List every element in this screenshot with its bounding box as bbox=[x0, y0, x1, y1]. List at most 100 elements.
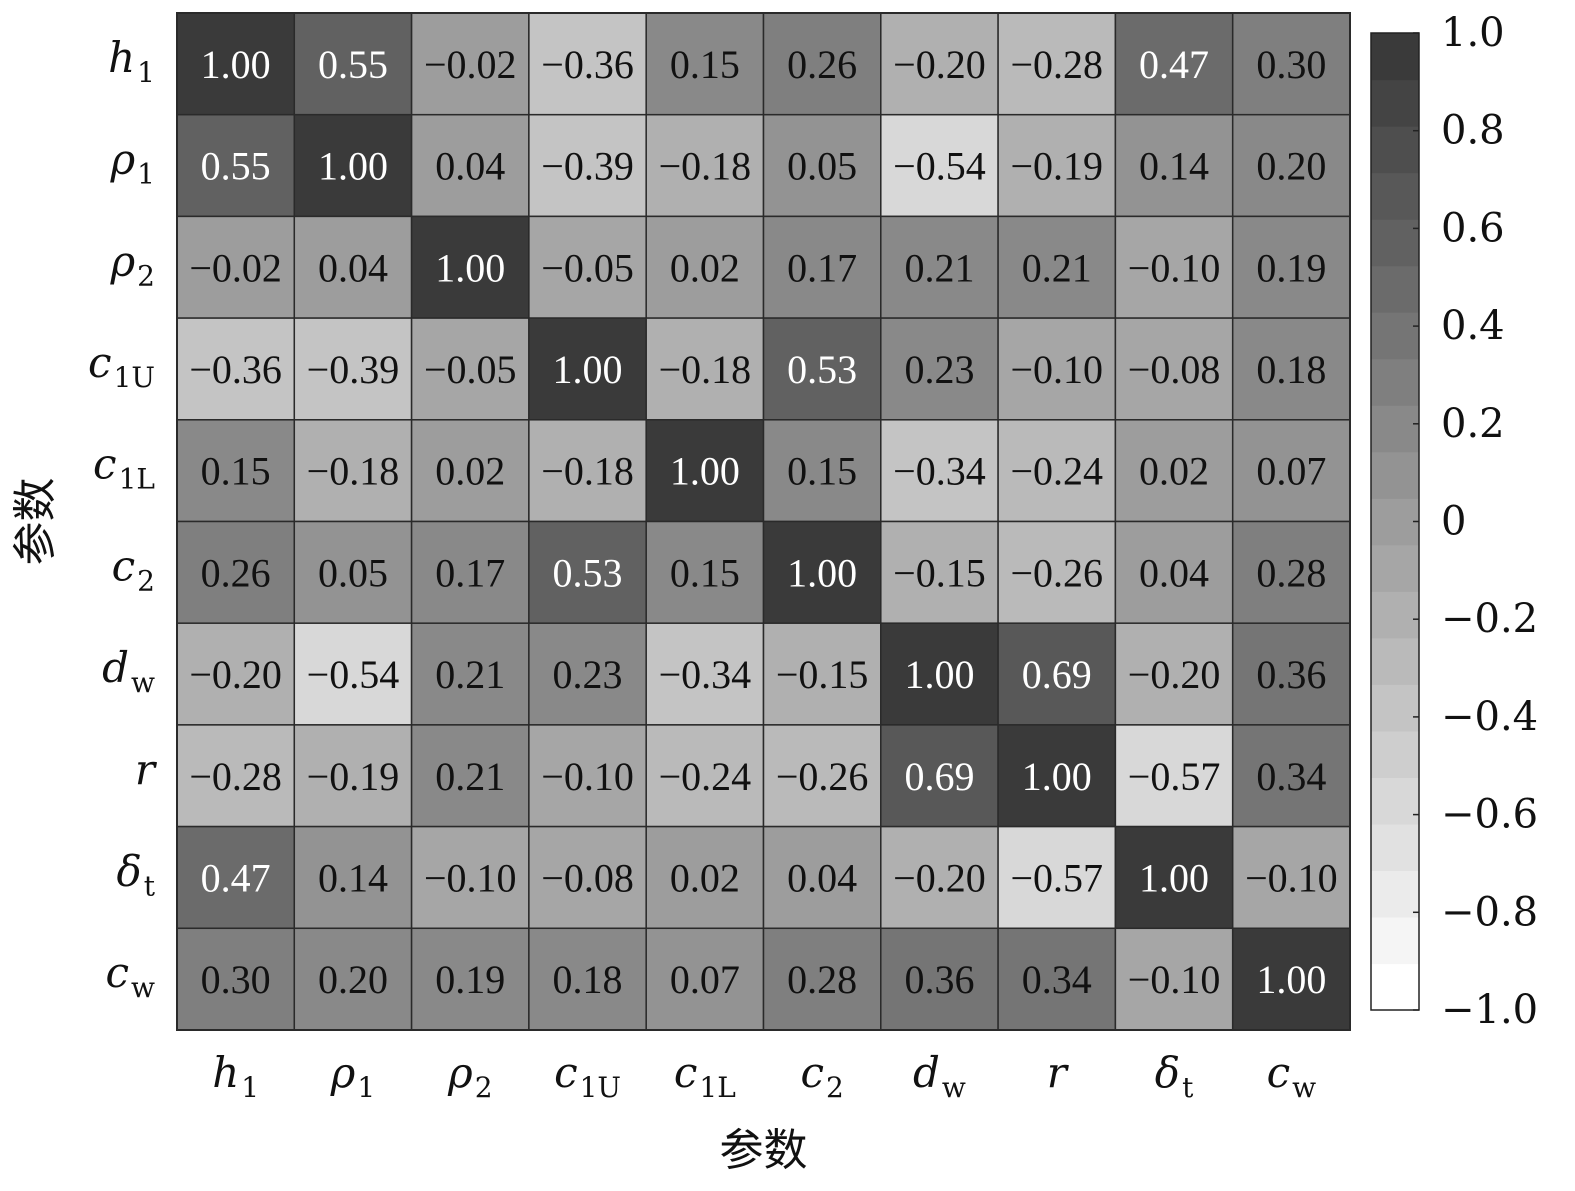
cell-value-label: −0.18 bbox=[541, 449, 634, 494]
cell-value-label: 0.34 bbox=[1022, 957, 1092, 1002]
cell-value-label: 0.04 bbox=[435, 144, 505, 189]
heatmap-cell bbox=[410, 520, 530, 624]
colorbar-segment bbox=[1371, 219, 1419, 267]
heatmap-cell bbox=[528, 825, 647, 930]
heatmap-cell bbox=[1114, 825, 1234, 930]
heatmap-cell bbox=[176, 520, 296, 624]
cell-value-label: −0.57 bbox=[1010, 855, 1103, 900]
y-tick-label: δt bbox=[116, 846, 155, 902]
heatmap-cell bbox=[645, 825, 765, 930]
cell-value-label: 0.02 bbox=[670, 855, 740, 900]
y-tick-label: c1U bbox=[88, 338, 155, 394]
cell-value-label: 1.00 bbox=[553, 347, 623, 392]
cell-value-label: −0.18 bbox=[659, 144, 752, 189]
cell-value-label: −0.39 bbox=[307, 347, 400, 392]
heatmap-frame bbox=[176, 12, 1351, 1031]
cell-value-label: 0.02 bbox=[1139, 449, 1209, 494]
heatmap-cell bbox=[528, 520, 647, 624]
cell-value-label: −0.36 bbox=[541, 42, 634, 87]
cell-value-label: 0.21 bbox=[435, 754, 505, 799]
heatmap-cell bbox=[997, 825, 1117, 930]
colorbar-segment bbox=[1371, 358, 1419, 406]
cell-value-label: 0.18 bbox=[1256, 347, 1326, 392]
cell-value-label: −0.26 bbox=[776, 754, 869, 799]
cell-value-label: −0.18 bbox=[659, 347, 752, 392]
cell-value-label: −0.20 bbox=[1128, 652, 1221, 697]
heatmap-cell bbox=[997, 927, 1117, 1031]
cell-value-label: 1.00 bbox=[201, 42, 271, 87]
y-tick-label: r bbox=[135, 745, 158, 794]
heatmap-cell bbox=[1114, 927, 1234, 1031]
colorbar-tick-label: 1.0 bbox=[1441, 10, 1505, 56]
cell-value-label: −0.18 bbox=[307, 449, 400, 494]
cell-value-label: 1.00 bbox=[1256, 957, 1326, 1002]
colorbar-tick-label: −0.8 bbox=[1441, 889, 1538, 935]
heatmap-cell bbox=[1114, 317, 1234, 421]
colorbar-segment bbox=[1371, 823, 1419, 872]
heatmap-cell bbox=[1231, 622, 1351, 726]
heatmap-cell bbox=[880, 215, 999, 319]
colorbar-segment bbox=[1371, 730, 1419, 778]
cell-value-label: 1.00 bbox=[435, 245, 505, 290]
cell-value-label: −0.34 bbox=[893, 449, 986, 494]
heatmap-cell bbox=[293, 927, 413, 1031]
heatmap-cell bbox=[645, 215, 765, 319]
cell-value-label: −0.05 bbox=[541, 245, 634, 290]
cell-value-label: 0.19 bbox=[435, 957, 505, 1002]
cell-value-label: 0.36 bbox=[1256, 652, 1326, 697]
heatmap-cell bbox=[880, 825, 999, 930]
cell-value-label: −0.19 bbox=[1010, 144, 1103, 189]
cell-value-label: 0.30 bbox=[1256, 42, 1326, 87]
cell-value-label: 0.14 bbox=[318, 855, 388, 900]
colorbar-tick-label: 0.8 bbox=[1441, 108, 1505, 154]
heatmap-cell bbox=[645, 724, 765, 828]
y-tick-label: c1L bbox=[93, 440, 155, 496]
colorbar-tick-label: 0.4 bbox=[1441, 303, 1505, 349]
cell-value-label: −0.10 bbox=[424, 855, 517, 900]
colorbar-segment bbox=[1371, 777, 1419, 825]
colorbar-segment bbox=[1371, 870, 1419, 918]
cell-value-label: 0.21 bbox=[1022, 245, 1092, 290]
cell-value-label: −0.57 bbox=[1128, 754, 1221, 799]
heatmap-cell bbox=[1231, 12, 1351, 116]
cell-value-label: 0.34 bbox=[1256, 754, 1326, 799]
cell-value-label: −0.15 bbox=[893, 550, 986, 595]
x-tick-label: c1L bbox=[674, 1048, 736, 1104]
cell-value-label: −0.39 bbox=[541, 144, 634, 189]
heatmap-cell bbox=[880, 724, 999, 828]
heatmap-cell bbox=[176, 215, 296, 319]
y-tick-label: c2 bbox=[112, 541, 155, 597]
x-tick-label: h1 bbox=[212, 1048, 259, 1104]
colorbar-tick-label: −1.0 bbox=[1441, 987, 1538, 1033]
heatmap-cells bbox=[176, 12, 1351, 1031]
colorbar-tick-label: −0.6 bbox=[1441, 792, 1538, 838]
cell-value-label: 0.26 bbox=[787, 42, 857, 87]
cell-value-label: 0.05 bbox=[318, 550, 388, 595]
colorbar-segment bbox=[1371, 312, 1419, 360]
cell-value-label: 0.28 bbox=[1256, 550, 1326, 595]
cell-value-label: 0.21 bbox=[904, 245, 974, 290]
heatmap-cell bbox=[997, 12, 1117, 116]
x-tick-label: cw bbox=[1267, 1048, 1317, 1104]
heatmap-cell bbox=[762, 113, 882, 218]
cell-value-label: −0.10 bbox=[1245, 855, 1338, 900]
cell-value-label: 0.15 bbox=[670, 42, 740, 87]
cell-value-label: 0.69 bbox=[904, 754, 974, 799]
heatmap-cell bbox=[762, 12, 882, 116]
y-axis-title: 参数 bbox=[10, 478, 61, 566]
cell-value-label: 0.23 bbox=[553, 652, 623, 697]
colorbar-segment bbox=[1371, 265, 1419, 313]
heatmap-cell bbox=[880, 419, 999, 523]
x-tick-label: c2 bbox=[800, 1048, 843, 1104]
heatmap-cell bbox=[293, 419, 413, 523]
cell-value-label: 0.17 bbox=[435, 550, 505, 595]
heatmap-cell bbox=[997, 113, 1117, 218]
x-tick-label: δt bbox=[1155, 1048, 1194, 1104]
cell-value-label: 1.00 bbox=[904, 652, 974, 697]
y-axis-ticks: h1 ρ1 ρ2 c1U c1L c2 dw r δt cw bbox=[88, 33, 158, 1004]
heatmap-cell bbox=[1114, 520, 1234, 624]
colorbar-segment bbox=[1371, 172, 1419, 220]
heatmap-cell bbox=[997, 419, 1117, 523]
heatmap-cell bbox=[293, 113, 413, 218]
cell-value-label: −0.19 bbox=[307, 754, 400, 799]
